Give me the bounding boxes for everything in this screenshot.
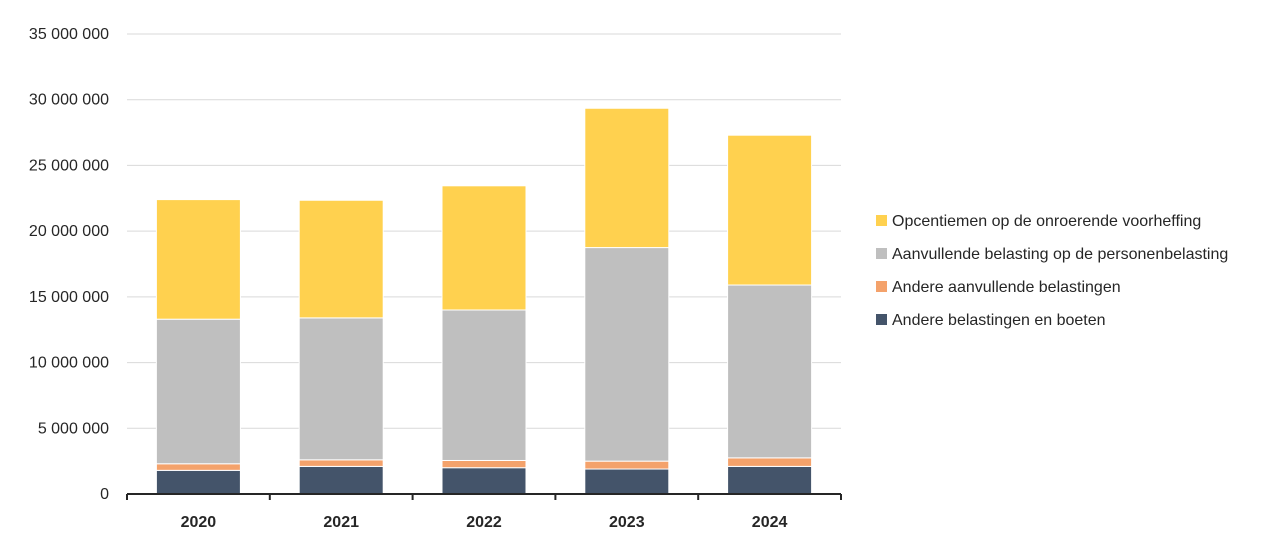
legend-swatch [876,248,887,259]
bar-segment [299,466,383,494]
y-tick-label: 30 000 000 [29,92,109,109]
bar-segment [156,319,240,464]
bar-segment [728,466,812,494]
bar-segment [299,460,383,467]
legend-label: Aanvullende belasting op de personenbela… [892,246,1228,263]
bar-segment [299,200,383,318]
bar-segment [585,248,669,462]
legend-label: Andere aanvullende belastingen [892,279,1121,296]
x-tick-label: 2023 [609,514,645,531]
legend: Opcentiemen op de onroerende voorheffing… [876,213,1228,329]
bar-segment [156,200,240,320]
bars [156,108,811,494]
y-tick-label: 35 000 000 [29,26,109,43]
bar-segment [585,108,669,247]
bar-segment [156,464,240,471]
x-tick-label: 2022 [466,514,502,531]
y-tick-label: 5 000 000 [38,420,109,437]
legend-swatch [876,281,887,292]
bar-segment [585,461,669,469]
legend-label: Andere belastingen en boeten [892,312,1106,329]
legend-swatch [876,314,887,325]
y-tick-label: 25 000 000 [29,157,109,174]
bar-segment [728,458,812,467]
y-tick-label: 10 000 000 [29,355,109,372]
bar-segment [299,318,383,460]
bar-segment [585,469,669,494]
y-tick-label: 0 [100,486,109,503]
bar-segment [442,186,526,310]
y-tick-label: 20 000 000 [29,223,109,240]
legend-swatch [876,215,887,226]
bar-segment [442,310,526,460]
bar-segment [156,470,240,494]
x-tick-label: 2020 [181,514,217,531]
x-tick-label: 2024 [752,514,788,531]
y-tick-label: 15 000 000 [29,289,109,306]
legend-label: Opcentiemen op de onroerende voorheffing [892,213,1201,230]
bar-segment [442,468,526,494]
x-tick-label: 2021 [323,514,359,531]
bar-segment [728,135,812,285]
bar-segment [442,460,526,467]
bar-segment [728,285,812,458]
axes: 0 5 000 000 10 000 000 15 000 000 20 000 000… [29,26,841,531]
